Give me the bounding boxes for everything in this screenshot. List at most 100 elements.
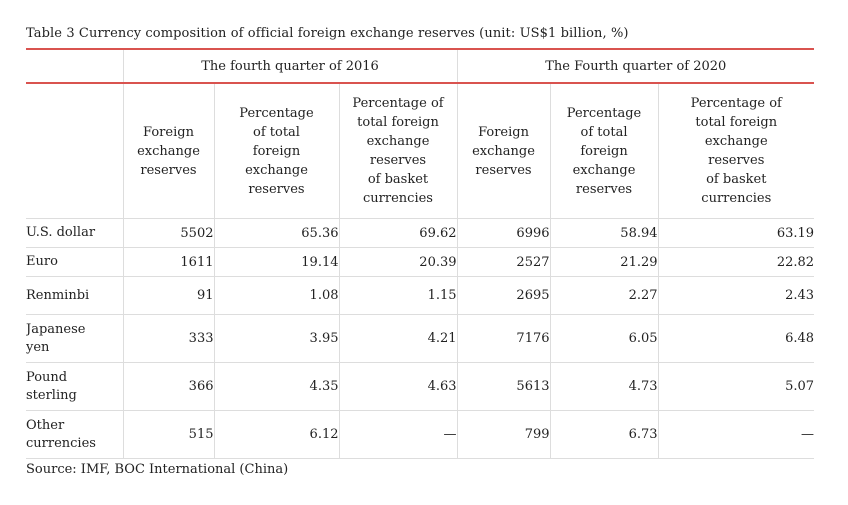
table-cell: 6.48 [658,314,815,363]
table-cell: 1611 [123,247,215,277]
header-line: exchange [472,143,535,159]
table-row: Renminbi 91 1.08 1.15 2695 2.27 2.43 [26,276,815,315]
header-line: total foreign [695,115,778,130]
header-line: currencies [701,191,772,206]
header-line: Percentage of [690,96,782,111]
header-line: total foreign [357,115,439,130]
header-line: exchange [572,162,636,178]
row-label: Pound sterling [26,362,124,411]
quarter-header-2020: The Fourth quarter of 2020 [457,48,815,84]
row-label-line: yen [26,339,50,355]
table-cell: 19.14 [214,247,340,277]
header-line: currencies [363,191,433,206]
row-label-line: Japanese [26,321,86,337]
col-header-percentage-total-2020: Percentage of total foreign exchange res… [550,83,659,219]
reserves-table: The fourth quarter of 2016 The Fourth qu… [26,48,815,459]
header-line: reserves [248,181,305,197]
row-label-line: sterling [26,387,77,403]
header-line: of basket [367,172,429,187]
table-cell: 2.27 [550,276,659,315]
table-cell: 6.05 [550,314,659,363]
table-cell: 63.19 [658,218,815,248]
header-line: exchange [137,143,200,159]
table-cell: 799 [457,410,551,459]
table-caption: Table 3 Currency composition of official… [26,26,629,41]
header-line: reserves [575,181,633,197]
header-line: foreign [580,143,628,159]
header-line: Percentage [239,105,314,121]
table-cell: 5613 [457,362,551,411]
table-cell: 91 [123,276,215,315]
header-line: reserves [708,153,765,168]
table-cell: 4.73 [550,362,659,411]
table-cell: 1.08 [214,276,340,315]
table-cell: 4.63 [339,362,458,411]
table-cell: 366 [123,362,215,411]
header-line: exchange [366,134,430,149]
table-cell: 5502 [123,218,215,248]
header-line: Percentage of [352,96,444,111]
row-label-header [26,83,124,219]
quarter-header-2016: The fourth quarter of 2016 [123,48,458,84]
table-row: Pound sterling 366 4.35 4.63 5613 4.73 5… [26,362,815,411]
table-cell: 20.39 [339,247,458,277]
table-cell: — [658,410,815,459]
table-row: Japanese yen 333 3.95 4.21 7176 6.05 6.4… [26,314,815,363]
col-header-reserves-2016: Foreign exchange reserves [123,83,215,219]
table-cell: 69.62 [339,218,458,248]
table-row: Euro 1611 19.14 20.39 2527 21.29 22.82 [26,247,815,277]
row-label: Japanese yen [26,314,124,363]
row-label-line: Renminbi [26,287,90,303]
table-cell: 22.82 [658,247,815,277]
header-line: exchange [245,162,308,178]
row-label: U.S. dollar [26,218,124,248]
row-label-line: Pound [26,369,68,385]
header-line: Percentage [566,105,642,121]
table-cell: 1.15 [339,276,458,315]
col-header-reserves-2020: Foreign exchange reserves [457,83,551,219]
table-cell: 2.43 [658,276,815,315]
source-note: Source: IMF, BOC International (China) [26,462,289,477]
table-cell: 2527 [457,247,551,277]
table-cell: 333 [123,314,215,363]
table-row: Other currencies 515 6.12 — 799 6.73 — [26,410,815,459]
quarter-header-row: The fourth quarter of 2016 The Fourth qu… [26,48,815,84]
table-cell: 6.73 [550,410,659,459]
table-cell: — [339,410,458,459]
corner-cell [26,48,124,84]
row-label: Other currencies [26,410,124,459]
row-label-line: U.S. dollar [26,225,96,240]
header-line: reserves [140,162,197,178]
header-line: of total [580,124,628,140]
table-cell: 21.29 [550,247,659,277]
table-cell: 6996 [457,218,551,248]
row-label-line: Other [26,417,65,433]
header-line: Foreign [143,124,194,140]
table-row: U.S. dollar 5502 65.36 69.62 6996 58.94 … [26,218,815,248]
table-cell: 4.35 [214,362,340,411]
table-cell: 515 [123,410,215,459]
table-cell: 2695 [457,276,551,315]
header-line: of total [253,124,300,140]
table-cell: 7176 [457,314,551,363]
row-label: Renminbi [26,276,124,315]
header-line: exchange [704,134,768,149]
col-header-percentage-basket-2016: Percentage of total foreign exchange res… [339,83,458,219]
table-cell: 6.12 [214,410,340,459]
table-cell: 4.21 [339,314,458,363]
header-line: Foreign [478,124,529,140]
row-label-line: currencies [26,435,96,451]
column-header-row: Foreign exchange reserves Percentage of … [26,83,815,219]
header-line: foreign [252,143,301,159]
row-label-line: Euro [26,254,58,269]
row-label: Euro [26,247,124,277]
header-line: reserves [475,162,532,178]
table-cell: 65.36 [214,218,340,248]
table-cell: 58.94 [550,218,659,248]
header-line: reserves [369,153,427,168]
table-cell: 3.95 [214,314,340,363]
table-cell: 5.07 [658,362,815,411]
header-line: of basket [706,172,767,187]
col-header-percentage-total-2016: Percentage of total foreign exchange res… [214,83,340,219]
col-header-percentage-basket-2020: Percentage of total foreign exchange res… [658,83,815,219]
